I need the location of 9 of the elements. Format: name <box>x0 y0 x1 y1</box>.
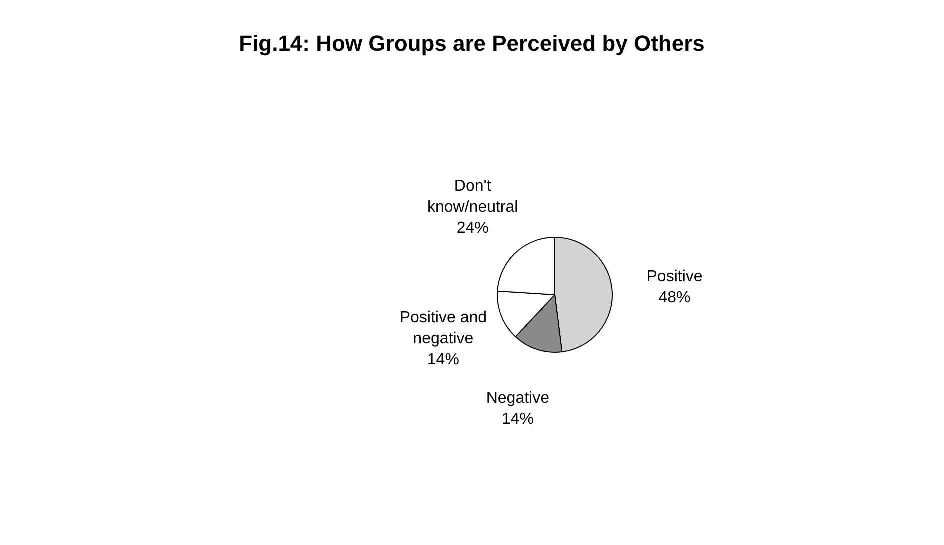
data-label: 14% <box>427 352 460 369</box>
slice-label: Don't know/neutral <box>427 178 518 216</box>
chart-title: Fig.14: How Groups are Perceived by Others <box>239 31 705 56</box>
data-label: 48% <box>658 289 691 306</box>
data-label: 14% <box>502 411 534 428</box>
slice-label: Positive and negative <box>400 310 488 348</box>
slice-label: Negative <box>486 390 550 408</box>
slice-label: Positive <box>646 268 703 286</box>
data-label: 24% <box>456 220 489 237</box>
